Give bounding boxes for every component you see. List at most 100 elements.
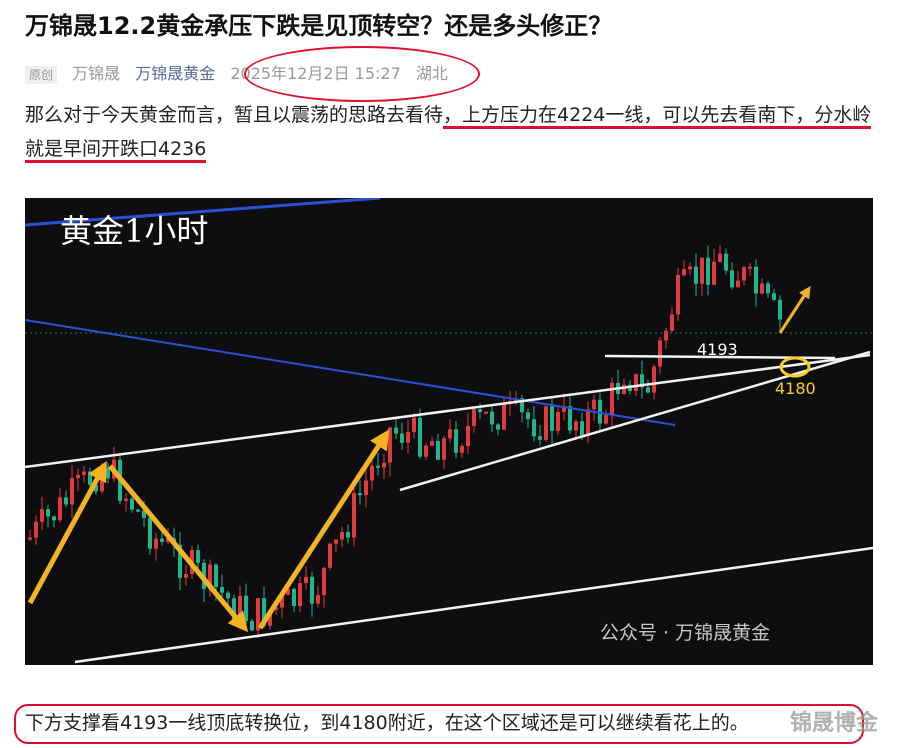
candle-body xyxy=(484,411,488,414)
candle-body xyxy=(232,598,236,621)
candle-body xyxy=(742,267,746,281)
candle-body xyxy=(214,564,218,588)
candle-body xyxy=(94,484,98,492)
candle-body xyxy=(472,409,476,426)
paragraph: 那么对于今天黄金而言，暂且以震荡的思路去看待，上方压力在4224一线，可以先去看… xyxy=(25,98,880,166)
candle-body xyxy=(676,275,680,315)
candle-body xyxy=(46,509,50,517)
candle-body xyxy=(754,266,758,294)
candle-body xyxy=(394,427,398,434)
candle-body xyxy=(496,424,500,430)
candle-body xyxy=(544,406,548,440)
candle-body xyxy=(592,399,596,410)
candle-body xyxy=(136,509,140,512)
image-watermark: 公众号 · 万锦晟黄金 xyxy=(600,622,770,644)
candle-body xyxy=(244,595,248,622)
candle-body xyxy=(502,403,506,430)
candle-body xyxy=(160,538,164,542)
candle-body xyxy=(154,538,158,549)
trend-line xyxy=(25,319,676,426)
candle-body xyxy=(322,567,326,596)
underlined-text: ，上方压力在4224一线，可以先去看南下，分水岭就是早间开跌口4236 xyxy=(25,104,872,163)
candle-body xyxy=(268,610,272,626)
candle-body xyxy=(730,270,734,288)
arrows xyxy=(27,285,811,633)
candle-body xyxy=(406,432,410,443)
candle-body xyxy=(376,465,380,468)
level-label: 4193 xyxy=(697,340,738,359)
image-title: 黄金1小时 xyxy=(60,212,208,250)
candle-body xyxy=(436,441,440,460)
account[interactable]: 万锦晟黄金 xyxy=(135,64,216,83)
candle-body xyxy=(40,509,44,522)
candle-body xyxy=(634,374,638,392)
candle-body xyxy=(52,516,56,521)
candle-body xyxy=(724,253,728,271)
candle-body xyxy=(760,283,764,294)
candle-body xyxy=(718,253,722,262)
candle-body xyxy=(454,429,458,453)
candle-body xyxy=(526,412,530,420)
trend-line xyxy=(399,350,871,492)
candle-body xyxy=(460,446,464,453)
candle-body xyxy=(382,462,386,468)
candle-body xyxy=(532,419,536,437)
candle-body xyxy=(310,576,314,604)
candle-body xyxy=(340,531,344,540)
candle-body xyxy=(370,465,374,481)
candle-body xyxy=(640,374,644,388)
candle-body xyxy=(184,574,188,578)
author[interactable]: 万锦晟 xyxy=(72,64,121,83)
candle-body xyxy=(430,441,434,446)
candle-body xyxy=(598,399,602,424)
candle-body xyxy=(166,538,170,542)
candle-body xyxy=(550,406,554,431)
candle-body xyxy=(358,493,362,496)
candle-body xyxy=(196,550,200,563)
candle-body xyxy=(562,406,566,412)
candles xyxy=(28,245,782,638)
candle-body xyxy=(292,588,296,607)
trend-line xyxy=(25,353,871,469)
candle-body xyxy=(610,382,614,416)
candle-body xyxy=(448,429,452,439)
candle-body xyxy=(538,436,542,440)
candle-body xyxy=(34,521,38,538)
candle-body xyxy=(478,409,482,413)
trend-line xyxy=(25,198,381,227)
candle-body xyxy=(466,425,470,447)
candle-body xyxy=(706,257,710,285)
candle-body xyxy=(28,537,32,540)
article-title: 万锦晟12.2黄金承压下跌是见顶转空？还是多头修正？ xyxy=(25,12,613,40)
candle-body xyxy=(712,261,716,285)
candle-body xyxy=(208,564,212,589)
candle-body xyxy=(142,510,146,518)
candle-body xyxy=(298,583,302,607)
candle-body xyxy=(622,384,626,394)
candle-body xyxy=(682,269,686,276)
candle-body xyxy=(346,531,350,538)
candle-body xyxy=(694,266,698,284)
candle-body xyxy=(658,340,662,367)
candle-body xyxy=(670,314,674,331)
candle-body xyxy=(442,438,446,460)
candle-body xyxy=(262,598,266,626)
candle-body xyxy=(490,411,494,425)
candle-body xyxy=(58,497,62,521)
candle-body xyxy=(250,621,254,631)
candle-body xyxy=(70,478,74,505)
candle-body xyxy=(106,467,110,479)
candle-body xyxy=(418,417,422,457)
candle-body xyxy=(664,330,668,341)
candle-body xyxy=(352,493,356,538)
candle-body xyxy=(226,592,230,599)
text: 那么对于今天黄金而言，暂且以震荡的思路去看待 xyxy=(25,104,444,126)
candle-body xyxy=(574,421,578,431)
candle-body xyxy=(778,299,782,320)
candle-body xyxy=(424,445,428,457)
highlight-circle xyxy=(779,356,811,378)
candle-body xyxy=(220,587,224,593)
candle-body xyxy=(652,366,656,393)
candle-body xyxy=(256,598,260,631)
